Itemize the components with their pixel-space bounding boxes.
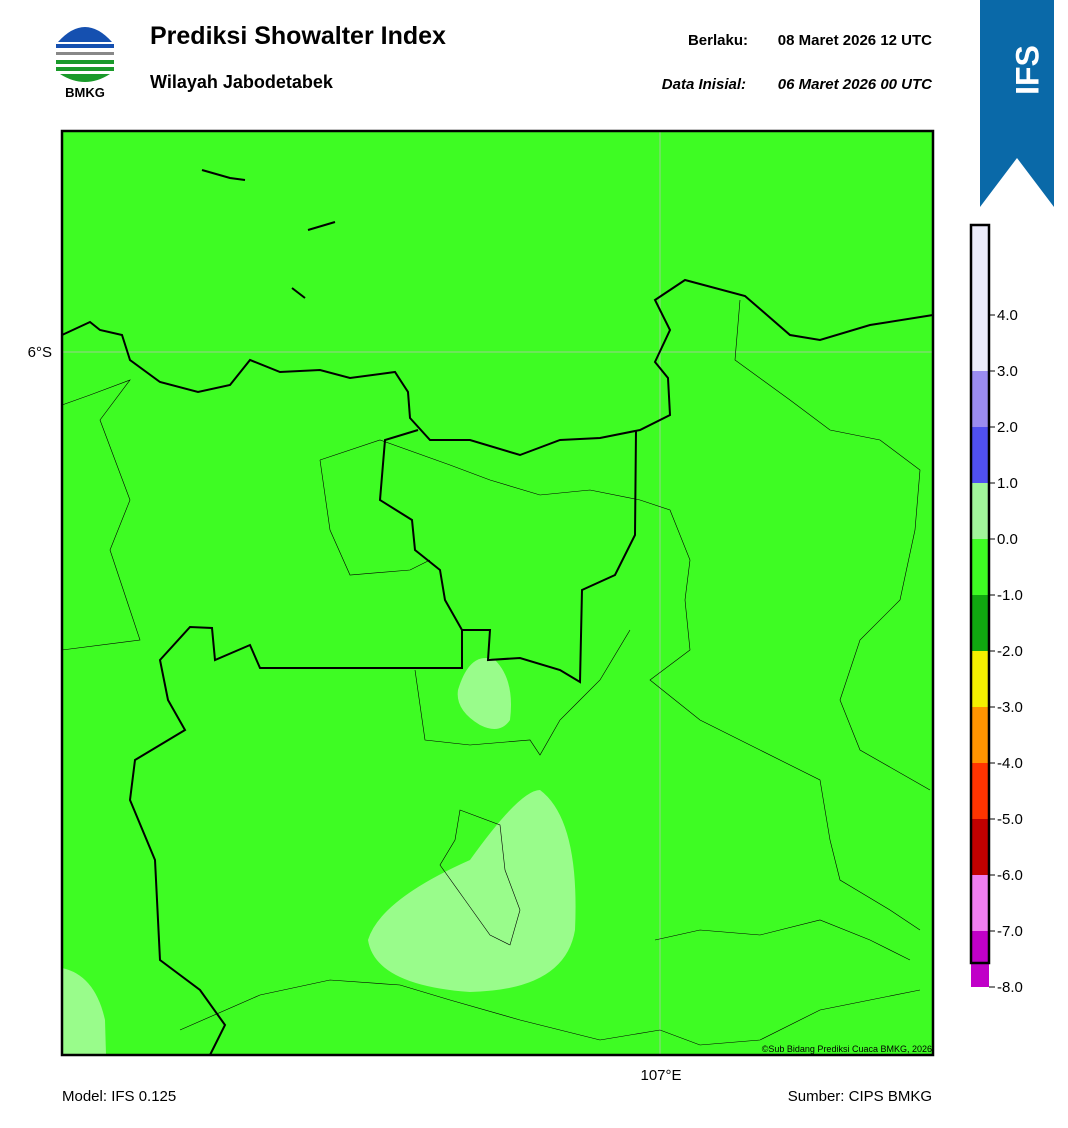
colorbar-segment: [971, 931, 989, 987]
colorbar-label: -2.0: [997, 643, 1023, 660]
init-time: 06 Maret 2026 00 UTC: [778, 76, 933, 93]
colorbar-label: 1.0: [997, 475, 1018, 492]
credit: ©Sub Bidang Prediksi Cuaca BMKG, 2026: [762, 1044, 932, 1054]
colorbar-label: -6.0: [997, 867, 1023, 884]
map: ©Sub Bidang Prediksi Cuaca BMKG, 2026 6°…: [28, 129, 935, 1084]
colorbar-label: 4.0: [997, 307, 1018, 324]
model-ribbon: [980, 0, 1054, 207]
model-badge: IFS: [1009, 45, 1045, 95]
logo: BMKG: [56, 27, 114, 100]
footer-model: Model: IFS 0.125: [62, 1088, 176, 1105]
colorbar-segment: [971, 225, 989, 371]
valid-label: Berlaku:: [688, 32, 748, 49]
lat-label: 6°S: [28, 344, 52, 361]
colorbar-label: -7.0: [997, 923, 1023, 940]
contour-area: [368, 790, 576, 992]
colorbar-label: 0.0: [997, 531, 1018, 548]
colorbar-label: 3.0: [997, 363, 1018, 380]
colorbar-label: 2.0: [997, 419, 1018, 436]
colorbar-segment: [971, 707, 989, 763]
title: Prediksi Showalter Index: [150, 22, 446, 50]
colorbar-segment: [971, 483, 989, 539]
colorbar-segment: [971, 595, 989, 651]
colorbar-label: -5.0: [997, 811, 1023, 828]
colorbar-segment: [971, 875, 989, 931]
colorbar: 4.0 3.0 2.0 1.0 0.0 -1.0 -2.0 -3.0 -4.0 -5.0 -6.0 -…: [969, 223, 1023, 996]
contour-area: [457, 658, 511, 729]
colorbar-segment: [971, 651, 989, 707]
colorbar-segment: [971, 763, 989, 819]
colorbar-frame: [969, 223, 991, 965]
contour-area: [62, 968, 106, 1055]
footer-source: Sumber: CIPS BMKG: [788, 1088, 932, 1105]
colorbar-label: -1.0: [997, 587, 1023, 604]
logo-text: BMKG: [65, 85, 105, 100]
init-label: Data Inisial:: [662, 76, 746, 93]
subtitle: Wilayah Jabodetabek: [150, 72, 334, 92]
valid-time: 08 Maret 2026 12 UTC: [778, 32, 932, 49]
colorbar-segment: [971, 371, 989, 427]
colorbar-segment: [971, 539, 989, 595]
colorbar-segment: [971, 819, 989, 875]
colorbar-label: -4.0: [997, 755, 1023, 772]
colorbar-segment: [971, 427, 989, 483]
colorbar-label: -3.0: [997, 699, 1023, 716]
lon-label: 107°E: [640, 1067, 681, 1084]
colorbar-label: -8.0: [997, 979, 1023, 996]
